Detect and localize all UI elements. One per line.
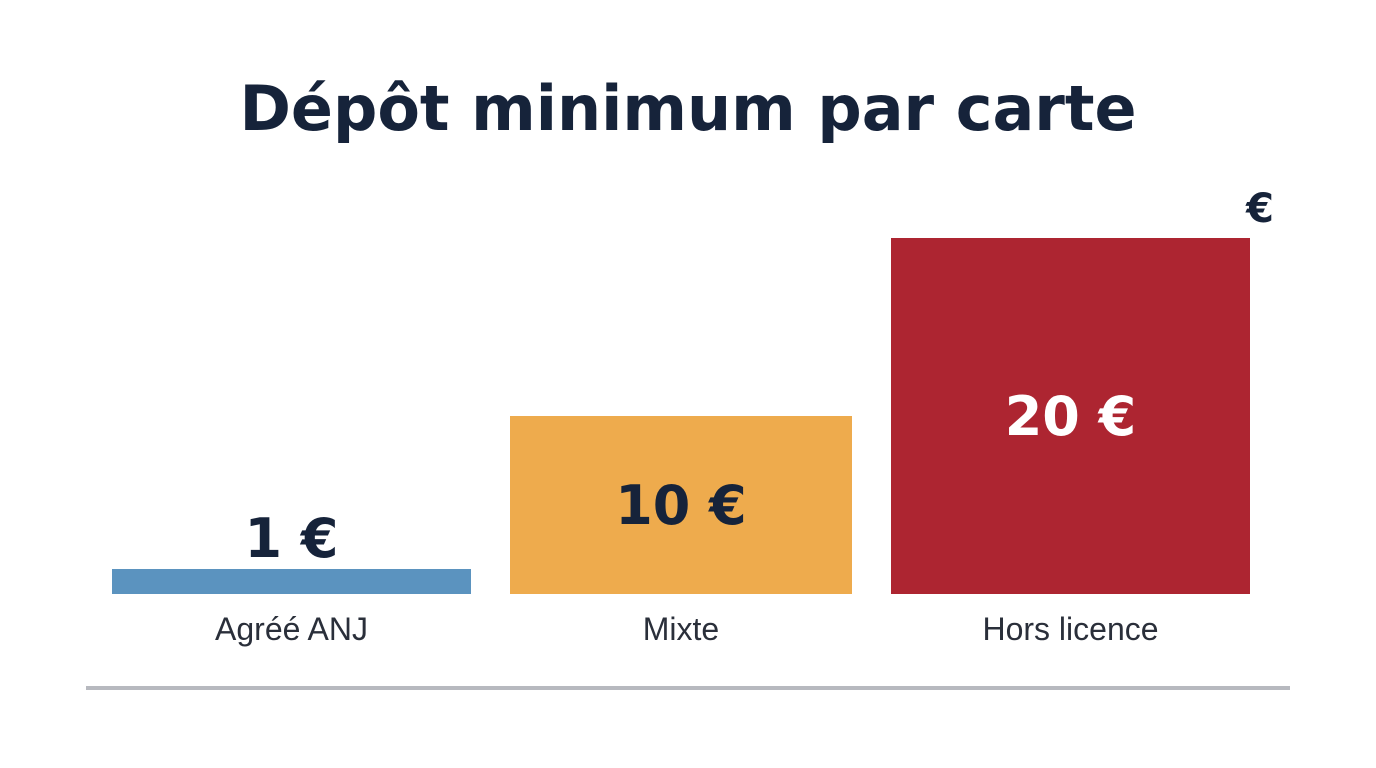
bar-1 bbox=[112, 569, 471, 594]
bar-2 bbox=[510, 416, 852, 594]
value-label-3: 20 € bbox=[1005, 385, 1137, 448]
baseline-axis bbox=[86, 686, 1290, 690]
value-label-1: 1 € bbox=[245, 507, 339, 570]
value-label-2: 10 € bbox=[615, 474, 747, 537]
category-label-3: Hors licence bbox=[982, 611, 1158, 647]
category-label-2: Mixte bbox=[643, 611, 719, 647]
chart-title: Dépôt minimum par carte bbox=[239, 72, 1137, 145]
unit-label: € bbox=[1245, 186, 1274, 232]
category-label-1: Agréé ANJ bbox=[215, 611, 368, 647]
bar-3 bbox=[891, 238, 1250, 594]
